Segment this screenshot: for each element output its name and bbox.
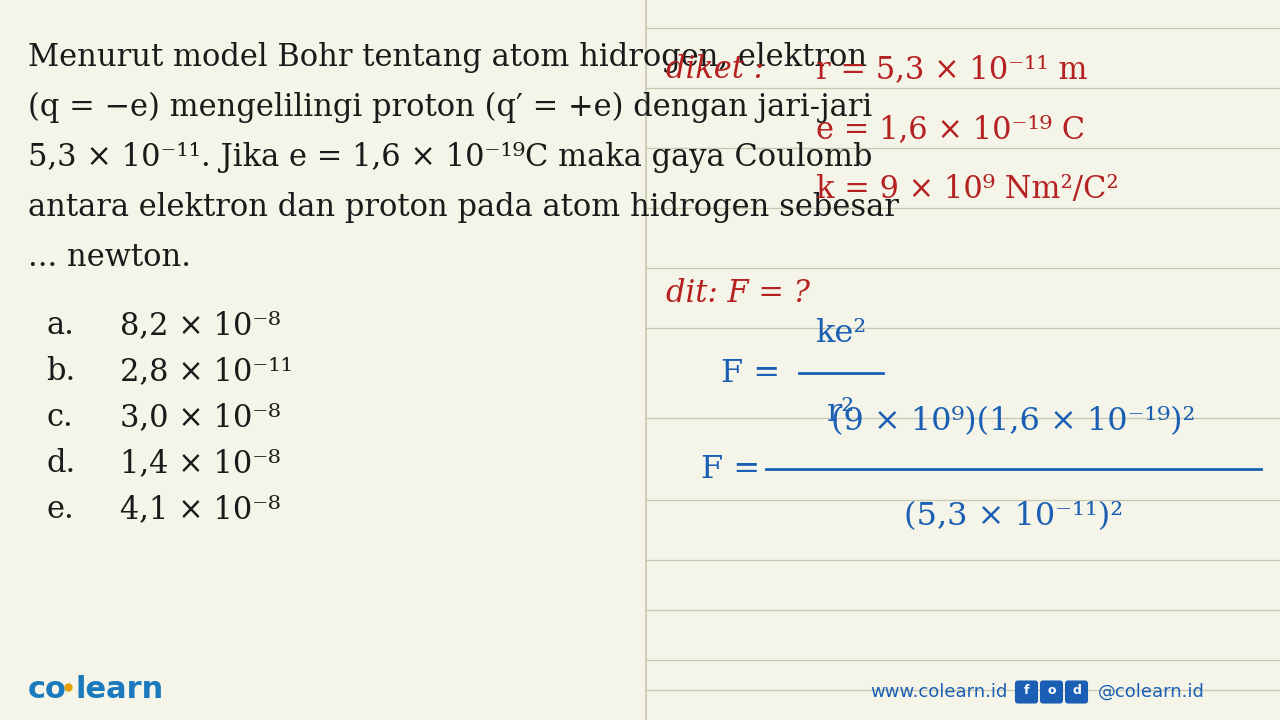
FancyBboxPatch shape: [1016, 682, 1037, 703]
Text: 5,3 × 10⁻¹¹. Jika e = 1,6 × 10⁻¹⁹C maka gaya Coulomb: 5,3 × 10⁻¹¹. Jika e = 1,6 × 10⁻¹⁹C maka …: [28, 142, 873, 173]
Text: diket :: diket :: [666, 54, 764, 85]
Text: d.: d.: [46, 448, 76, 479]
Text: 4,1 × 10⁻⁸: 4,1 × 10⁻⁸: [120, 494, 280, 525]
Text: (9 × 10⁹)(1,6 × 10⁻¹⁹)²: (9 × 10⁹)(1,6 × 10⁻¹⁹)²: [831, 406, 1196, 437]
Text: www.colearn.id: www.colearn.id: [870, 683, 1007, 701]
Text: 8,2 × 10⁻⁸: 8,2 × 10⁻⁸: [120, 310, 280, 341]
Text: d: d: [1073, 685, 1080, 698]
Text: F =: F =: [721, 358, 780, 389]
Text: r = 5,3 × 10⁻¹¹ m: r = 5,3 × 10⁻¹¹ m: [817, 54, 1088, 85]
Text: e = 1,6 × 10⁻¹⁹ C: e = 1,6 × 10⁻¹⁹ C: [817, 114, 1085, 145]
Text: (5,3 × 10⁻¹¹)²: (5,3 × 10⁻¹¹)²: [904, 501, 1123, 532]
Text: o: o: [1047, 685, 1056, 698]
Text: e.: e.: [46, 494, 74, 525]
Text: 1,4 × 10⁻⁸: 1,4 × 10⁻⁸: [120, 448, 280, 479]
Text: f: f: [1024, 685, 1029, 698]
Text: ... newton.: ... newton.: [28, 242, 191, 273]
Text: (q = −e) mengelilingi proton (q′ = +e) dengan jari-jari: (q = −e) mengelilingi proton (q′ = +e) d…: [28, 92, 872, 123]
Text: F =: F =: [701, 454, 760, 485]
Text: antara elektron dan proton pada atom hidrogen sebesar: antara elektron dan proton pada atom hid…: [28, 192, 899, 223]
FancyBboxPatch shape: [1066, 682, 1087, 703]
Text: @colearn.id: @colearn.id: [1098, 683, 1204, 701]
Text: learn: learn: [76, 675, 164, 704]
Text: 2,8 × 10⁻¹¹: 2,8 × 10⁻¹¹: [120, 356, 293, 387]
Text: dit: F = ?: dit: F = ?: [666, 278, 810, 309]
Text: Menurut model Bohr tentang atom hidrogen, elektron: Menurut model Bohr tentang atom hidrogen…: [28, 42, 867, 73]
Text: c.: c.: [46, 402, 73, 433]
Text: k = 9 × 10⁹ Nm²/C²: k = 9 × 10⁹ Nm²/C²: [817, 174, 1119, 205]
FancyBboxPatch shape: [1041, 682, 1062, 703]
Text: 3,0 × 10⁻⁸: 3,0 × 10⁻⁸: [120, 402, 280, 433]
Text: r²: r²: [827, 397, 855, 428]
Text: co: co: [28, 675, 67, 704]
Text: b.: b.: [46, 356, 76, 387]
Text: ke²: ke²: [815, 318, 867, 349]
Text: a.: a.: [46, 310, 74, 341]
